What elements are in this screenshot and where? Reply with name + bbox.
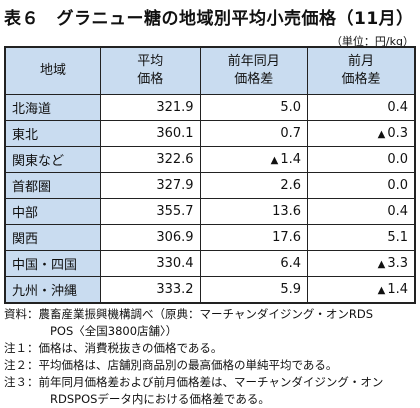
yoy-difference: ▲ 1.4 [199, 146, 309, 173]
table-row: 関東など 322.6 ▲ 1.4 0.0 [4, 146, 416, 173]
table-row: 中部 355.7 13.6 0.4 [4, 198, 416, 225]
mom-difference: 0.0 [307, 172, 416, 199]
table-title: 表６ グラニュー糖の地域別平均小売価格（11月） [4, 9, 414, 29]
table-row: 中国・四国 330.4 6.4 ▲ 3.3 [4, 250, 416, 277]
average-price: 330.4 [100, 250, 201, 277]
note-1: 注１：価格は、消費税抜きの価格である。 [4, 341, 223, 355]
average-price: 327.9 [100, 172, 201, 199]
mom-difference: 0.0 [307, 146, 416, 173]
average-price: 333.2 [100, 276, 201, 304]
table-row: 九州・沖縄 333.2 5.9 ▲ 1.4 [4, 276, 416, 304]
note-2: 注２：平均価格は、店舗別商品別の最高価格の単純平均である。 [4, 358, 338, 372]
region-name: 首都圏 [4, 172, 102, 199]
note-3: 注３：前年同月価格差および前月価格差は、マーチャンダイジング・オン [4, 375, 384, 389]
table-row: 首都圏 327.9 2.6 0.0 [4, 172, 416, 199]
region-name: 中国・四国 [4, 250, 102, 277]
table-row: 東北 360.1 0.7 ▲ 0.3 [4, 120, 416, 147]
header-yoy-diff: 前年同月 価格差 [199, 46, 309, 95]
yoy-difference: 0.7 [199, 120, 309, 147]
region-name: 関西 [4, 224, 102, 251]
negative-triangle-icon: ▲ [377, 259, 386, 270]
note-3-cont: RDSPOSデータ内における価格差である。 [50, 392, 270, 406]
footnotes: 資料：農畜産業振興機構調べ（原典：マーチャンダイジング・オンRDS POS〈全国… [4, 306, 418, 408]
source-note: 資料：農畜産業振興機構調べ（原典：マーチャンダイジング・オンRDS [4, 307, 374, 321]
table-header-row: 地域 平均 価格 前年同月 価格差 前月 価格差 [4, 46, 416, 95]
region-name: 中部 [4, 198, 102, 225]
header-region: 地域 [4, 46, 102, 95]
header-average-price: 平均 価格 [100, 46, 201, 95]
region-name: 九州・沖縄 [4, 276, 102, 304]
header-mom-diff: 前月 価格差 [307, 46, 416, 95]
yoy-difference: 2.6 [199, 172, 309, 199]
yoy-difference: 5.9 [199, 276, 309, 304]
yoy-difference: 6.4 [199, 250, 309, 277]
table-row: 関西 306.9 17.6 5.1 [4, 224, 416, 251]
average-price: 306.9 [100, 224, 201, 251]
unit-label: （単位：円/kg） [330, 35, 414, 48]
negative-triangle-icon: ▲ [377, 285, 386, 296]
yoy-difference: 13.6 [199, 198, 309, 225]
average-price: 360.1 [100, 120, 201, 147]
mom-difference: 0.4 [307, 198, 416, 225]
average-price: 322.6 [100, 146, 201, 173]
region-name: 東北 [4, 120, 102, 147]
mom-difference: ▲ 3.3 [307, 250, 416, 277]
table-row: 北海道 321.9 5.0 0.4 [4, 94, 416, 121]
mom-difference: ▲ 0.3 [307, 120, 416, 147]
price-table: 地域 平均 価格 前年同月 価格差 前月 価格差 北海道 321.9 5.0 0.4 東北 36… [4, 46, 416, 304]
average-price: 321.9 [100, 94, 201, 121]
region-name: 関東など [4, 146, 102, 173]
negative-triangle-icon: ▲ [270, 155, 279, 166]
region-name: 北海道 [4, 94, 102, 121]
mom-difference: ▲ 1.4 [307, 276, 416, 304]
source-note-cont: POS〈全国3800店舗〉） [50, 324, 178, 338]
negative-triangle-icon: ▲ [377, 129, 386, 140]
yoy-difference: 17.6 [199, 224, 309, 251]
mom-difference: 5.1 [307, 224, 416, 251]
average-price: 355.7 [100, 198, 201, 225]
yoy-difference: 5.0 [199, 94, 309, 121]
mom-difference: 0.4 [307, 94, 416, 121]
